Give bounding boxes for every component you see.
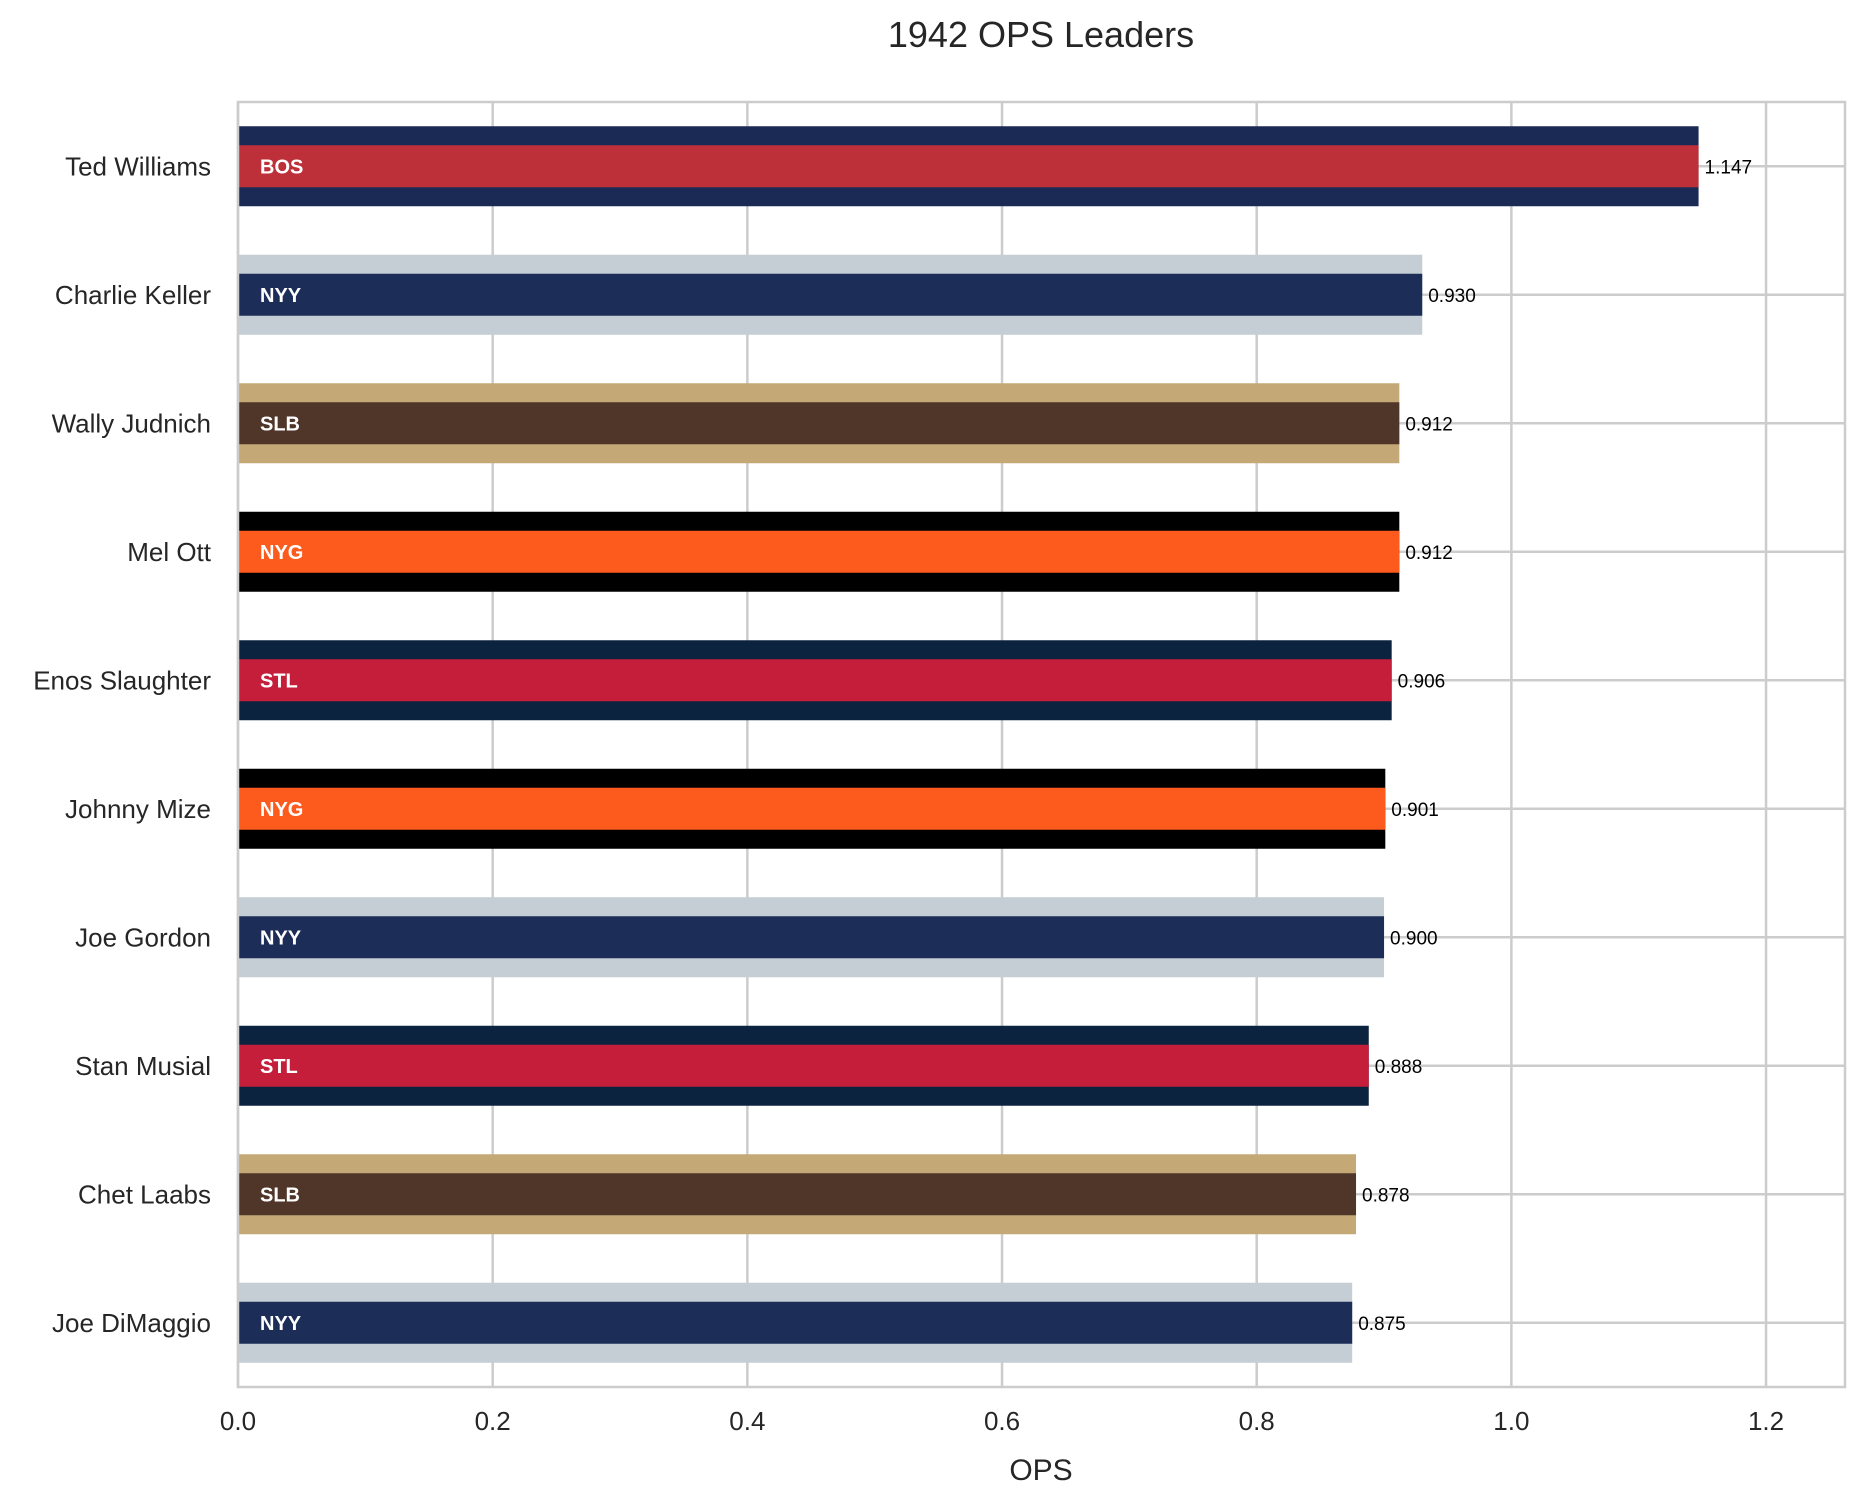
- y-tick-labels: Ted Williams Charlie Keller Wally Judnich M…: [33, 151, 212, 1338]
- team-label: BOS: [260, 156, 303, 178]
- bar-group: SLB 0.912: [238, 383, 1453, 464]
- value-label: 0.888: [1375, 1057, 1423, 1078]
- bar-inner: [238, 145, 1699, 188]
- bar-inner: [238, 402, 1400, 445]
- bar-group: NYG 0.912: [238, 511, 1453, 592]
- x-tick-label: 0.4: [729, 1406, 765, 1436]
- x-axis-label: OPS: [1009, 1454, 1072, 1487]
- team-label: SLB: [260, 413, 300, 435]
- bar-inner: [238, 787, 1386, 830]
- team-label: NYY: [260, 927, 302, 949]
- team-label: NYG: [260, 542, 303, 564]
- value-label: 0.878: [1362, 1185, 1410, 1206]
- bar-group: NYY 0.875: [238, 1282, 1406, 1363]
- value-label: 1.147: [1705, 157, 1753, 178]
- plot-frame: [236, 100, 1847, 1389]
- bar-inner: [238, 1301, 1353, 1344]
- bar-group: NYG 0.901: [238, 768, 1439, 849]
- chart-title: 1942 OPS Leaders: [888, 14, 1194, 55]
- team-label: NYY: [260, 285, 302, 307]
- x-tick-labels: 0.0 0.2 0.4 0.6 0.8 1.0 1.2: [220, 1406, 1784, 1436]
- value-label: 0.906: [1398, 671, 1446, 692]
- bar-group: STL 0.906: [238, 640, 1446, 721]
- bar-inner: [238, 916, 1385, 959]
- team-label: SLB: [260, 1184, 300, 1206]
- y-tick-label: Joe Gordon: [75, 922, 211, 952]
- bar-inner: [238, 1044, 1369, 1087]
- x-tick-label: 1.0: [1493, 1406, 1529, 1436]
- y-tick-label: Stan Musial: [75, 1051, 211, 1081]
- bar-group: BOS 1.147: [238, 126, 1753, 207]
- bars: BOS 1.147 NYY 0.930 SLB 0.912 NYG 0.912 STL 0.906…: [238, 126, 1752, 1363]
- x-tick-label: 0.0: [220, 1406, 256, 1436]
- y-tick-label: Wally Judnich: [52, 408, 211, 438]
- bar-inner: [238, 530, 1400, 573]
- bar-inner: [238, 1173, 1357, 1216]
- x-tick-label: 1.2: [1748, 1406, 1784, 1436]
- value-label: 0.912: [1405, 543, 1453, 564]
- x-tick-label: 0.2: [475, 1406, 511, 1436]
- y-tick-label: Charlie Keller: [55, 280, 211, 310]
- x-tick-label: 0.6: [984, 1406, 1020, 1436]
- y-tick-label: Ted Williams: [65, 151, 211, 181]
- team-label: NYG: [260, 799, 303, 821]
- team-label: STL: [260, 670, 298, 692]
- value-label: 0.901: [1391, 800, 1439, 821]
- value-label: 0.912: [1405, 414, 1453, 435]
- team-label: NYY: [260, 1313, 302, 1335]
- bar-group: NYY 0.930: [238, 254, 1476, 335]
- y-tick-label: Johnny Mize: [65, 794, 211, 824]
- bar-group: NYY 0.900: [238, 897, 1438, 978]
- bar-group: STL 0.888: [238, 1025, 1423, 1106]
- y-tick-label: Joe DiMaggio: [52, 1308, 211, 1338]
- value-label: 0.875: [1358, 1314, 1406, 1335]
- bar-inner: [238, 659, 1392, 702]
- y-tick-label: Mel Ott: [127, 537, 212, 567]
- bar-inner: [238, 273, 1423, 316]
- value-label: 0.900: [1390, 928, 1438, 949]
- y-tick-label: Chet Laabs: [78, 1179, 211, 1209]
- team-label: STL: [260, 1056, 298, 1078]
- y-tick-label: Enos Slaughter: [33, 665, 211, 695]
- value-label: 0.930: [1428, 286, 1476, 307]
- x-tick-label: 0.8: [1239, 1406, 1275, 1436]
- bar-group: SLB 0.878: [238, 1154, 1410, 1235]
